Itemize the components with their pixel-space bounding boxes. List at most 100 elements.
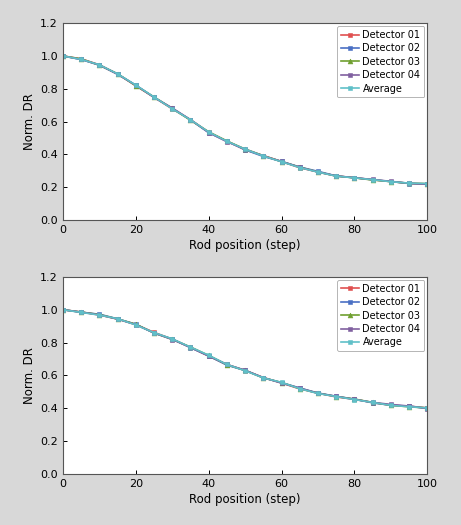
Average bbox=[60, 53, 65, 59]
Average bbox=[170, 336, 175, 342]
Average bbox=[425, 405, 430, 411]
Detector 02 bbox=[133, 321, 139, 328]
Line: Detector 02: Detector 02 bbox=[60, 54, 430, 186]
Detector 01 bbox=[78, 309, 84, 315]
Detector 03 bbox=[333, 173, 339, 179]
Detector 04 bbox=[352, 175, 357, 181]
Detector 03 bbox=[425, 181, 430, 187]
Detector 01 bbox=[151, 94, 157, 100]
Average bbox=[297, 385, 302, 392]
Detector 01 bbox=[115, 316, 120, 322]
Detector 02 bbox=[370, 400, 375, 406]
Detector 01 bbox=[315, 390, 321, 396]
Detector 04 bbox=[224, 361, 230, 368]
Average bbox=[260, 375, 266, 381]
Detector 01 bbox=[60, 307, 65, 313]
Detector 02 bbox=[425, 405, 430, 412]
Detector 01 bbox=[279, 159, 284, 165]
Detector 04 bbox=[407, 403, 412, 409]
Average bbox=[60, 307, 65, 313]
Average bbox=[188, 344, 193, 350]
Detector 02 bbox=[242, 368, 248, 374]
Average bbox=[352, 175, 357, 181]
Detector 04 bbox=[78, 56, 84, 62]
Detector 03 bbox=[242, 146, 248, 152]
Average bbox=[315, 169, 321, 175]
Average bbox=[206, 352, 212, 359]
Detector 03 bbox=[315, 169, 321, 175]
Detector 01 bbox=[407, 403, 412, 410]
Detector 01 bbox=[151, 329, 157, 335]
Detector 01 bbox=[260, 374, 266, 381]
Detector 03 bbox=[60, 307, 65, 313]
Detector 01 bbox=[170, 336, 175, 342]
Average bbox=[407, 180, 412, 186]
Detector 02 bbox=[170, 106, 175, 112]
Detector 01 bbox=[224, 138, 230, 144]
Average bbox=[78, 309, 84, 316]
Detector 01 bbox=[242, 147, 248, 153]
Detector 01 bbox=[96, 312, 102, 318]
Detector 04 bbox=[279, 159, 284, 165]
Detector 01 bbox=[370, 400, 375, 406]
Detector 02 bbox=[333, 173, 339, 179]
Detector 02 bbox=[206, 353, 212, 359]
Detector 02 bbox=[297, 164, 302, 170]
Detector 01 bbox=[407, 180, 412, 186]
Line: Detector 01: Detector 01 bbox=[60, 54, 430, 186]
Detector 02 bbox=[388, 402, 394, 408]
Detector 01 bbox=[425, 405, 430, 411]
Detector 02 bbox=[352, 175, 357, 181]
Average bbox=[115, 71, 120, 77]
Detector 03 bbox=[96, 62, 102, 68]
Detector 03 bbox=[206, 352, 212, 359]
Average bbox=[279, 379, 284, 385]
Detector 03 bbox=[370, 399, 375, 405]
Detector 01 bbox=[370, 177, 375, 183]
Detector 03 bbox=[352, 396, 357, 402]
Detector 02 bbox=[242, 146, 248, 153]
Detector 02 bbox=[188, 344, 193, 351]
Detector 03 bbox=[260, 375, 266, 381]
Detector 03 bbox=[224, 362, 230, 368]
Detector 04 bbox=[352, 396, 357, 403]
Detector 04 bbox=[133, 82, 139, 88]
Average bbox=[151, 330, 157, 336]
Detector 04 bbox=[315, 390, 321, 396]
Detector 01 bbox=[260, 152, 266, 159]
Detector 04 bbox=[260, 153, 266, 159]
Detector 01 bbox=[133, 82, 139, 89]
Detector 04 bbox=[333, 393, 339, 400]
Detector 01 bbox=[115, 71, 120, 77]
Detector 02 bbox=[151, 330, 157, 337]
Detector 04 bbox=[425, 405, 430, 412]
Detector 04 bbox=[370, 176, 375, 183]
Detector 04 bbox=[151, 330, 157, 336]
Detector 02 bbox=[315, 390, 321, 396]
Detector 03 bbox=[297, 164, 302, 170]
Detector 02 bbox=[78, 56, 84, 62]
Average bbox=[370, 400, 375, 406]
Detector 03 bbox=[188, 344, 193, 350]
Average bbox=[151, 94, 157, 100]
Detector 03 bbox=[78, 309, 84, 315]
Detector 02 bbox=[333, 393, 339, 400]
Detector 01 bbox=[224, 361, 230, 368]
Line: Detector 04: Detector 04 bbox=[60, 54, 430, 187]
Detector 02 bbox=[60, 307, 65, 313]
Detector 04 bbox=[96, 312, 102, 318]
Detector 04 bbox=[170, 337, 175, 343]
Detector 03 bbox=[407, 180, 412, 186]
Detector 01 bbox=[388, 178, 394, 185]
Detector 03 bbox=[188, 117, 193, 123]
Detector 04 bbox=[407, 180, 412, 186]
Detector 04 bbox=[60, 53, 65, 59]
Average bbox=[170, 106, 175, 112]
Detector 01 bbox=[206, 129, 212, 135]
Detector 02 bbox=[407, 181, 412, 187]
Detector 01 bbox=[96, 61, 102, 68]
Detector 01 bbox=[170, 106, 175, 112]
Detector 04 bbox=[133, 321, 139, 328]
Detector 04 bbox=[388, 401, 394, 407]
X-axis label: Rod position (step): Rod position (step) bbox=[189, 493, 301, 506]
